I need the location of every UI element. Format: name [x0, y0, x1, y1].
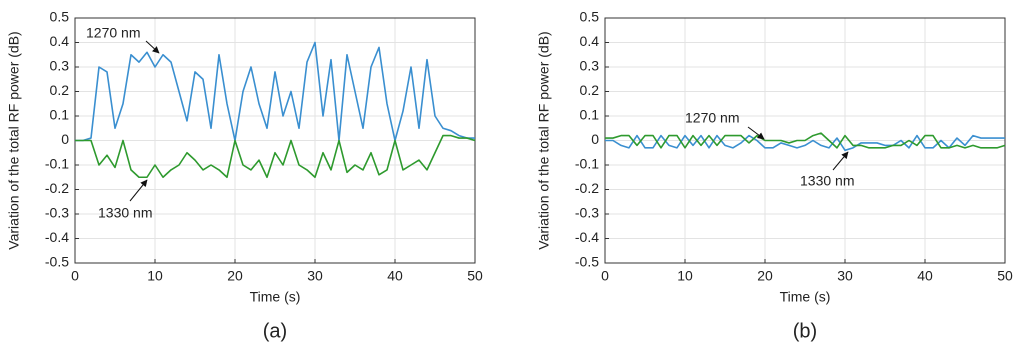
y-tick-label: 0.3 [50, 58, 70, 74]
y-axis-label: Variation of the total RF power (dB) [536, 31, 552, 249]
y-tick-label: 0.5 [580, 9, 600, 25]
x-tick-label: 0 [601, 268, 609, 284]
y-tick-label: 0.1 [50, 107, 70, 123]
x-tick-label: 40 [387, 268, 403, 284]
y-tick-label: -0.1 [575, 156, 599, 172]
x-tick-label: 20 [227, 268, 243, 284]
data-line [75, 41, 475, 142]
y-tick-label: 0.4 [580, 33, 600, 49]
x-tick-label: 30 [837, 268, 853, 284]
x-tick-label: 30 [307, 268, 323, 284]
data-line [75, 134, 476, 179]
x-tick-label: 0 [71, 268, 79, 284]
y-tick-label: 0.4 [50, 33, 70, 49]
annotation-arrow [747, 126, 765, 140]
x-tick-label: 20 [757, 268, 773, 284]
annotation-arrow [832, 151, 849, 171]
y-tick-label: 0 [591, 131, 599, 147]
x-tick-label: 50 [997, 268, 1013, 284]
y-tick-label: -0.1 [45, 156, 69, 172]
data-line [605, 132, 1006, 149]
y-axis-label: Variation of the total RF power (dB) [6, 31, 22, 249]
x-tick-label: 10 [147, 268, 163, 284]
y-tick-label: -0.5 [575, 254, 599, 270]
annotation-arrow [129, 179, 148, 202]
y-tick-label: 0.2 [580, 82, 600, 98]
y-tick-label: 0 [61, 131, 69, 147]
y-tick-label: -0.3 [45, 205, 69, 221]
y-tick-label: 0.5 [50, 9, 70, 25]
subplot-label: (b) [793, 320, 817, 342]
y-tick-label: 0.3 [580, 58, 600, 74]
y-tick-label: -0.4 [45, 229, 69, 245]
x-tick-label: 10 [677, 268, 693, 284]
subplot-label: (a) [263, 320, 287, 342]
x-tick-label: 40 [917, 268, 933, 284]
x-axis-label: Time (s) [780, 289, 831, 305]
subplot: -0.5 -0.4 -0.3 -0.2 -0.1 0 0.1 0.2 0.3 0.4 0.5 0 10 2… [536, 9, 1013, 343]
y-tick-label: -0.2 [575, 180, 599, 196]
y-tick-label: 0.1 [580, 107, 600, 123]
annotation: 1270 nm [685, 110, 739, 126]
y-tick-label: -0.5 [45, 254, 69, 270]
y-tick-label: -0.2 [45, 180, 69, 196]
y-tick-label: -0.3 [575, 205, 599, 221]
annotation: 1330 nm [98, 205, 152, 221]
y-tick-label: -0.4 [575, 229, 599, 245]
annotation-arrow [145, 40, 160, 54]
subplot: -0.5 -0.4 -0.3 -0.2 -0.1 0 0.1 0.2 0.3 0.4 0.5 0 10 2… [6, 9, 483, 343]
x-axis-label: Time (s) [250, 289, 301, 305]
annotation: 1330 nm [800, 173, 854, 189]
x-tick-label: 50 [467, 268, 483, 284]
y-tick-label: 0.2 [50, 82, 70, 98]
annotation: 1270 nm [86, 25, 140, 41]
